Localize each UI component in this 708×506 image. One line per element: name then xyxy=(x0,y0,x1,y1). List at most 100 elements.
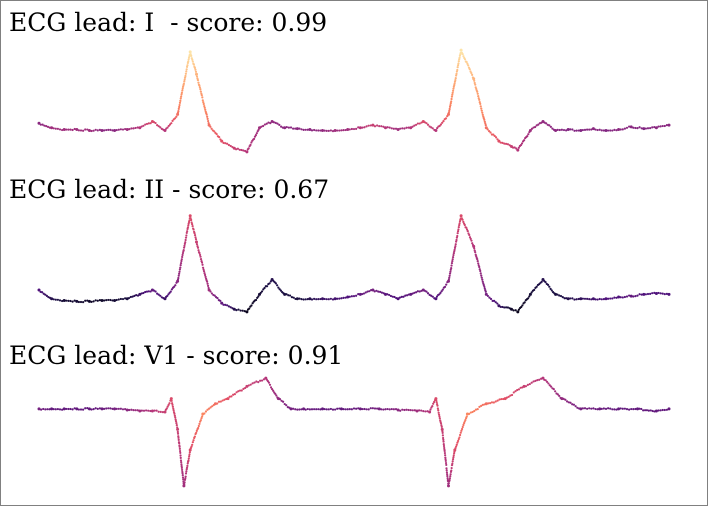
ecg-trace-dot xyxy=(210,292,213,295)
ecg-trace-dot xyxy=(96,129,99,132)
ecg-trace-dot xyxy=(191,58,194,61)
ecg-trace-dot xyxy=(448,105,452,108)
ecg-trace-dot xyxy=(54,298,57,301)
ecg-trace-dot xyxy=(124,297,127,300)
ecg-trace-dot xyxy=(436,407,439,410)
ecg-trace-dot xyxy=(363,407,366,411)
ecg-trace-dot xyxy=(109,298,112,302)
ecg-trace-dot xyxy=(432,402,435,405)
ecg-trace-dot xyxy=(117,407,120,410)
ecg-trace-dot xyxy=(181,89,184,92)
ecg-trace-dot xyxy=(289,126,293,129)
ecg-trace-dot xyxy=(478,405,481,408)
ecg-trace-dot xyxy=(449,473,452,476)
ecg-trace-dot xyxy=(500,397,503,401)
ecg-trace-dot xyxy=(488,296,491,299)
ecg-trace-dot xyxy=(195,431,198,434)
ecg-trace-dot xyxy=(54,408,57,411)
ecg-trace-dot xyxy=(657,125,660,128)
ecg-trace-dot xyxy=(527,133,530,136)
ecg-trace-dot xyxy=(437,409,440,412)
ecg-trace-dot xyxy=(442,436,445,440)
ecg-trace-dot xyxy=(77,129,80,132)
ecg-trace-dot xyxy=(380,291,383,294)
ecg-trace-dot xyxy=(183,244,186,247)
ecg-trace-dot xyxy=(495,136,498,139)
ecg-trace-dot xyxy=(179,451,182,455)
ecg-trace-dot xyxy=(588,128,591,131)
ecg-trace-dot xyxy=(216,297,219,300)
ecg-trace-dot xyxy=(391,295,394,298)
ecg-trace-dot xyxy=(240,148,243,152)
ecg-trace-dot xyxy=(179,456,182,459)
ecg-point xyxy=(195,72,198,76)
ecg-trace-dot xyxy=(516,388,519,392)
ecg-trace-dot xyxy=(569,401,572,404)
ecg-trace-dot xyxy=(136,126,139,129)
ecg-trace-dot xyxy=(222,303,225,306)
ecg-trace-dot xyxy=(441,121,444,124)
ecg-trace-dot xyxy=(274,282,277,285)
ecg-trace-dot xyxy=(327,298,330,301)
ecg-trace-dot xyxy=(265,122,268,125)
ecg-trace-dot xyxy=(140,292,143,295)
ecg-trace-dot xyxy=(466,62,469,65)
ecg-trace-dot xyxy=(453,248,456,251)
ecg-trace-dot xyxy=(449,102,452,105)
ecg-point xyxy=(377,407,381,411)
ecg-trace-dot xyxy=(171,405,174,408)
ecg-trace-dot xyxy=(190,54,193,57)
ecg-trace-dot xyxy=(192,439,195,442)
ecg-trace-dot xyxy=(452,87,455,90)
ecg-trace-dot xyxy=(331,130,335,133)
ecg-trace-dot xyxy=(179,454,182,457)
ecg-trace-dot xyxy=(661,124,664,128)
ecg-trace-dot xyxy=(233,393,236,396)
ecg-trace-dot xyxy=(73,407,76,410)
ecg-trace-dot xyxy=(441,430,444,433)
ecg-trace-dot xyxy=(340,297,343,300)
ecg-trace-dot xyxy=(185,466,189,469)
ecg-trace-dot xyxy=(602,129,606,132)
ecg-point xyxy=(220,301,224,305)
ecg-trace-dot xyxy=(465,226,468,229)
ecg-trace-dot xyxy=(388,293,391,297)
ecg-trace-dot xyxy=(277,286,280,289)
ecg-trace-dot xyxy=(483,118,486,121)
ecg-trace-dot xyxy=(560,128,564,131)
ecg-trace-dot xyxy=(481,113,484,116)
ecg-trace-dot xyxy=(198,422,201,425)
ecg-trace-dot xyxy=(181,255,184,259)
ecg-trace-dot xyxy=(352,407,356,410)
ecg-trace-dot xyxy=(67,299,70,302)
ecg-trace-dot xyxy=(465,228,469,231)
ecg-trace-dot xyxy=(147,290,150,293)
ecg-trace-dot xyxy=(213,294,216,297)
ecg-point xyxy=(321,297,324,301)
ecg-trace-dot xyxy=(573,298,576,301)
ecg-trace-dot xyxy=(182,478,185,481)
ecg-trace-dot xyxy=(257,295,260,298)
ecg-trace-dot xyxy=(444,458,447,461)
ecg-trace-dot xyxy=(178,272,181,275)
ecg-trace-dot xyxy=(230,395,233,398)
ecg-trace-dot xyxy=(198,253,202,257)
ecg-trace-dot xyxy=(198,86,201,89)
ecg-trace-dot xyxy=(195,243,199,246)
ecg-trace-dot xyxy=(440,425,443,429)
ecg-point xyxy=(465,412,469,416)
ecg-trace-dot xyxy=(598,128,601,131)
ecg-trace-dot xyxy=(418,409,421,412)
ecg-trace-dot xyxy=(228,395,231,398)
ecg-trace-dot xyxy=(365,125,368,128)
ecg-trace-dot xyxy=(202,101,205,104)
ecg-trace-dot xyxy=(319,297,322,301)
ecg-trace-dot xyxy=(499,141,502,144)
ecg-trace-dot xyxy=(187,222,190,225)
ecg-trace-dot xyxy=(191,60,194,63)
ecg-trace-dot xyxy=(201,415,204,418)
ecg-trace-dot xyxy=(357,126,360,129)
ecg-trace-dot xyxy=(79,408,83,411)
ecg-trace-dot xyxy=(457,60,460,63)
ecg-trace-dot xyxy=(355,407,358,410)
